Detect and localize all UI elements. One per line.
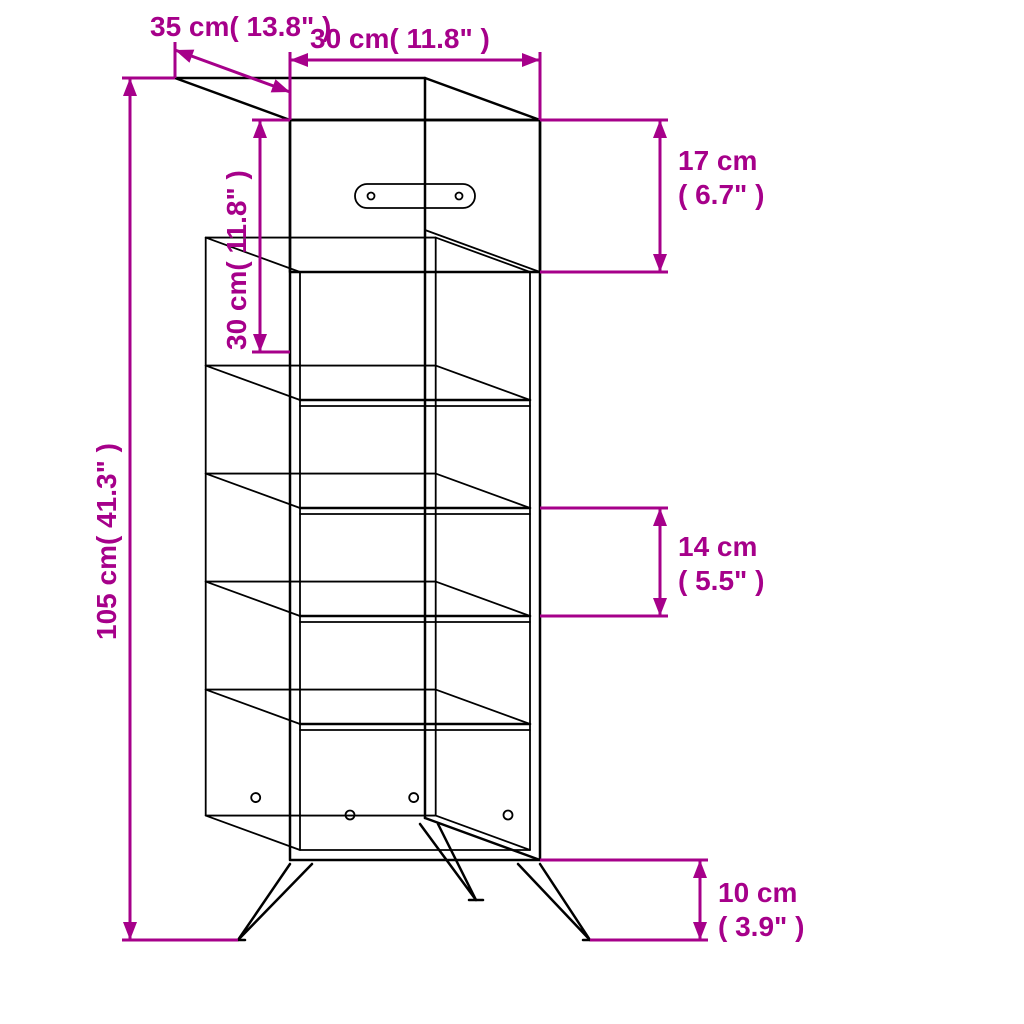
dim-label-depth: 35 cm( 13.8" ) [150,11,331,42]
dimensions: 35 cm( 13.8" )30 cm( 11.8" )30 cm( 11.8"… [91,11,804,942]
dim-shelf_gap: 14 cm( 5.5" ) [540,508,764,616]
dim-label-drawer_h: 17 cm( 6.7" ) [678,145,764,210]
dim-label-total_height: 105 cm( 41.3" ) [91,443,122,640]
dim-label-leg_h: 10 cm( 3.9" ) [718,877,804,942]
dim-label-width: 30 cm( 11.8" ) [310,23,490,54]
dim-drawer_h: 17 cm( 6.7" ) [540,120,764,272]
dim-total_height: 105 cm( 41.3" ) [91,78,238,940]
dim-label-top_inset: 30 cm( 11.8" ) [221,170,252,350]
dim-top_inset: 30 cm( 11.8" ) [221,120,290,352]
dimension-diagram: 35 cm( 13.8" )30 cm( 11.8" )30 cm( 11.8"… [0,0,1024,1024]
dim-label-shelf_gap: 14 cm( 5.5" ) [678,531,764,596]
